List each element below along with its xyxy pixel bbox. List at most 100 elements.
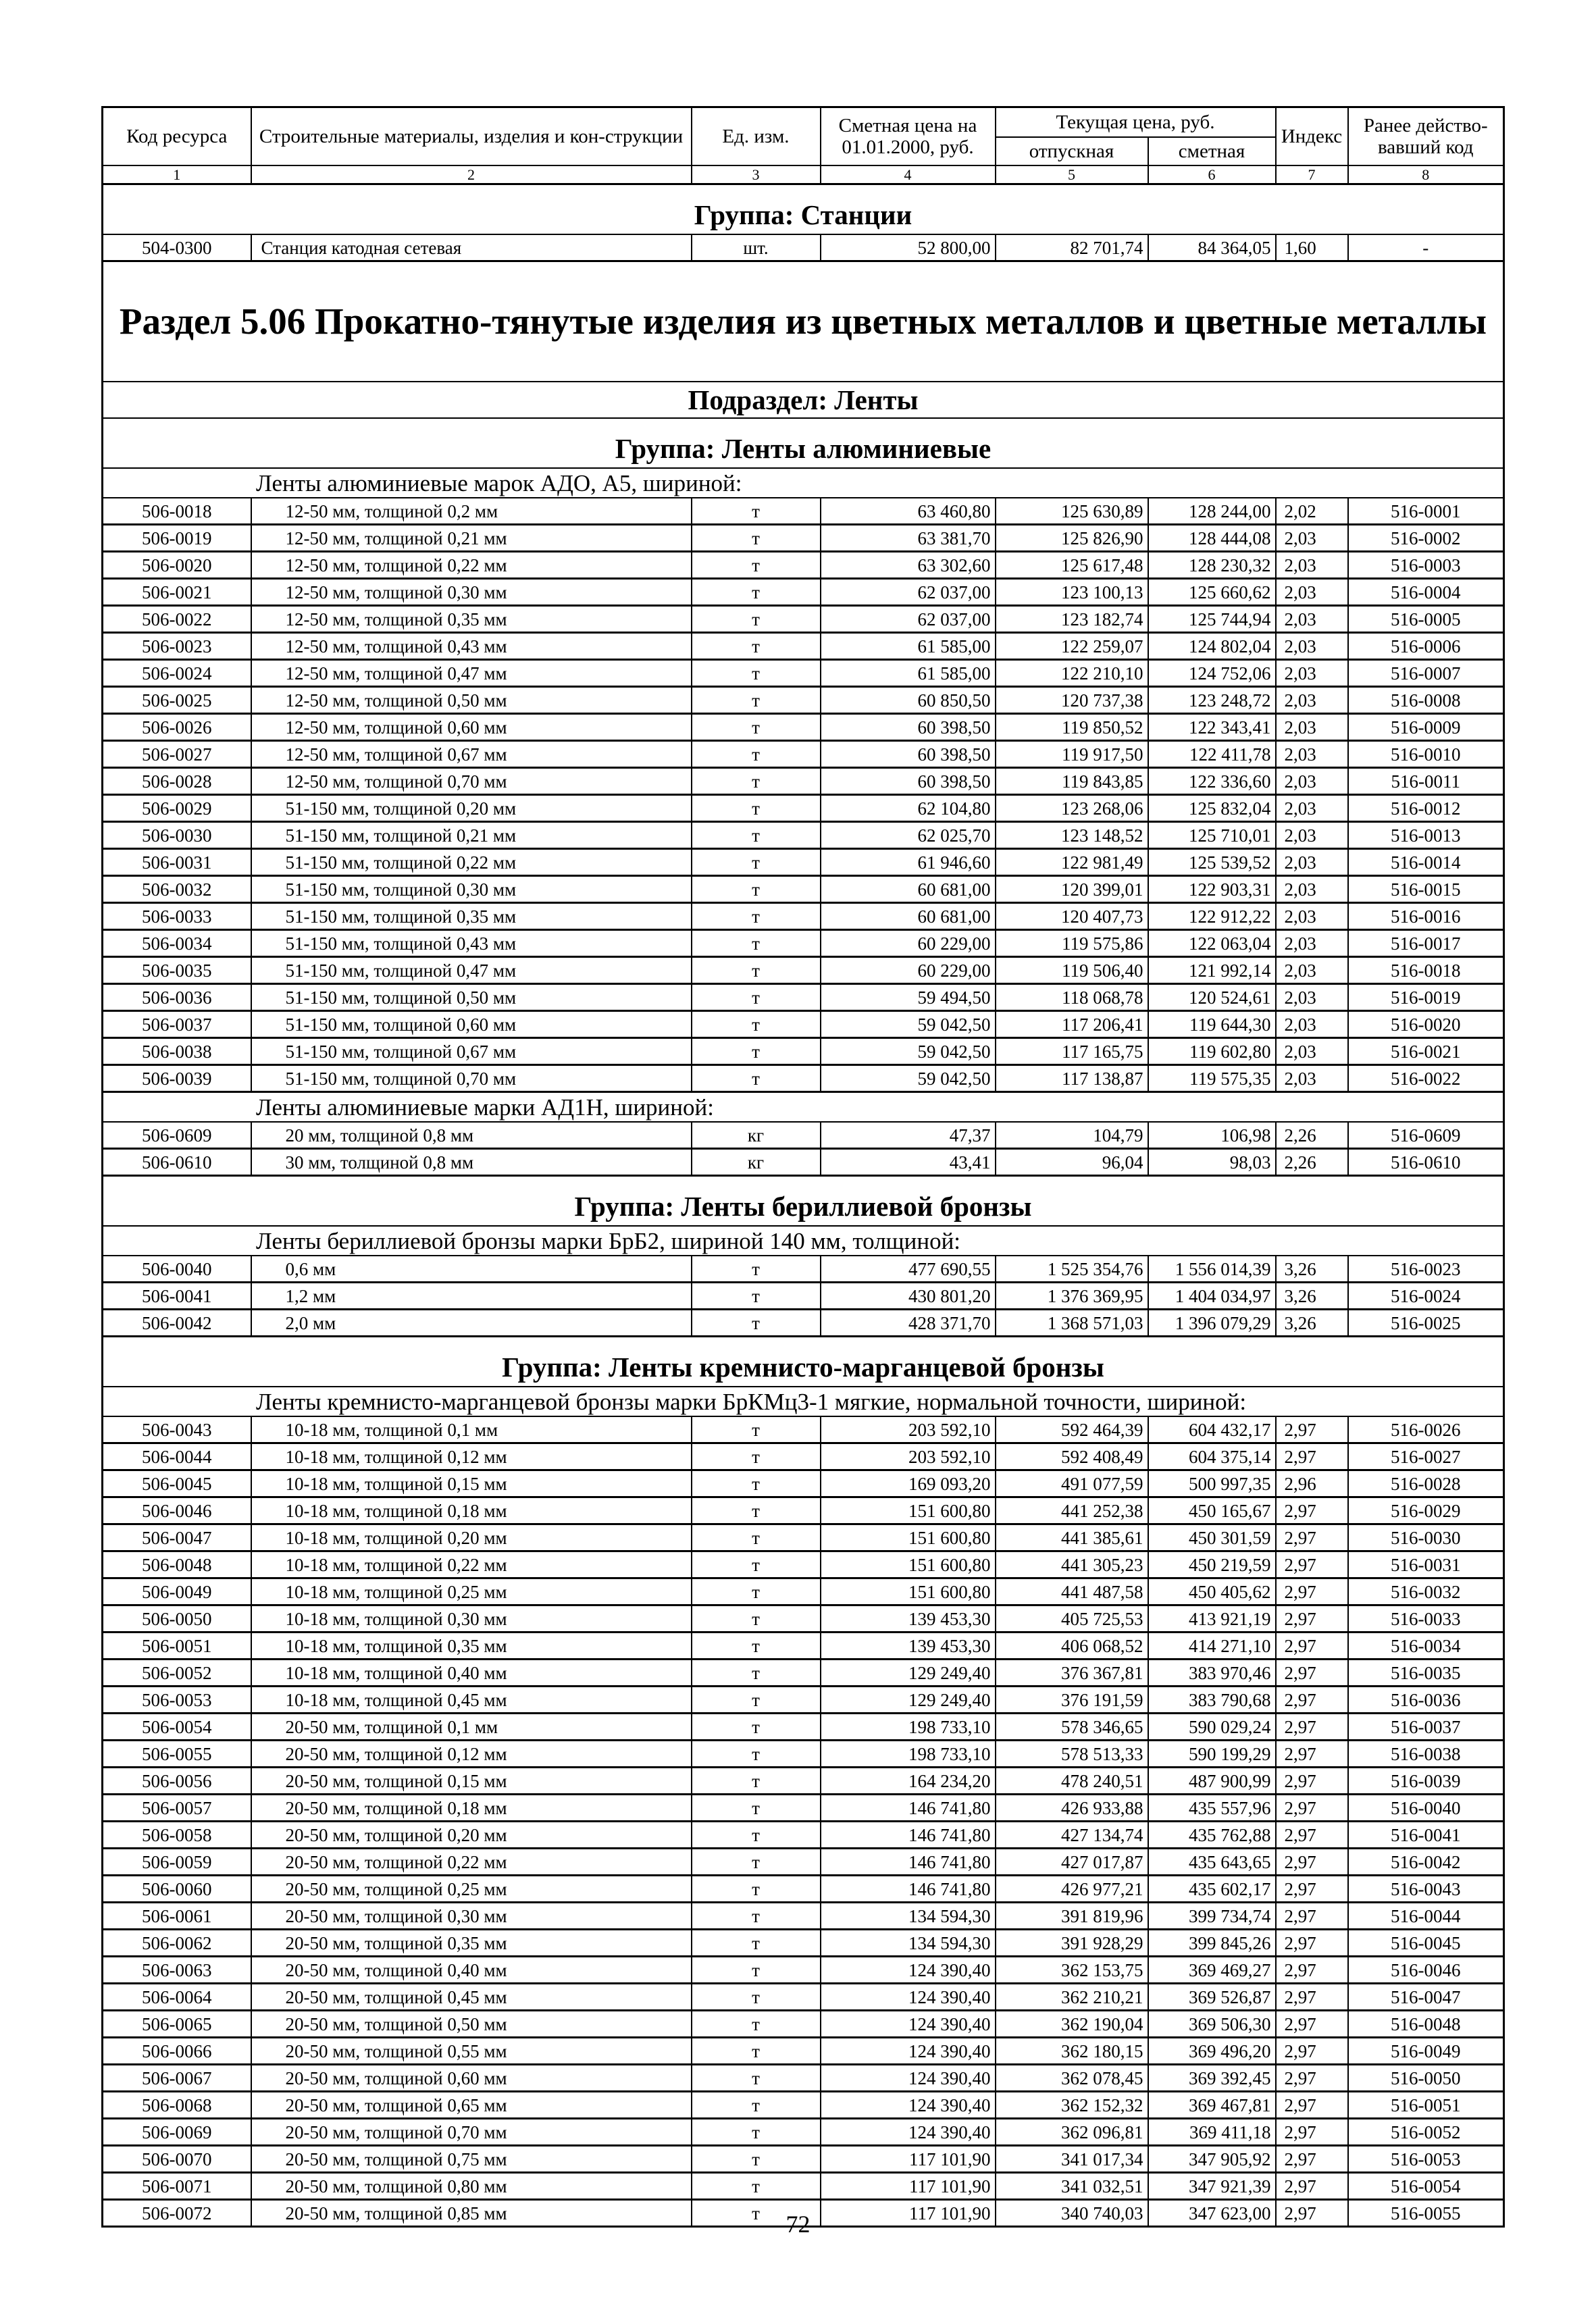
subheading: Ленты алюминиевые марок АДО, А5, шириной… bbox=[101, 467, 1505, 498]
index: 2,03 bbox=[1275, 550, 1349, 580]
index: 2,97 bbox=[1275, 1416, 1349, 1444]
base-price: 134 594,30 bbox=[819, 1901, 996, 1930]
material-name: 10-18 мм, толщиной 0,12 мм bbox=[250, 1442, 692, 1471]
release-price: 592 464,39 bbox=[994, 1416, 1149, 1444]
base-price: 139 453,30 bbox=[819, 1604, 996, 1633]
material-name: 12-50 мм, толщиной 0,21 мм bbox=[250, 523, 692, 552]
material-name: 20-50 мм, толщиной 0,80 мм bbox=[250, 2171, 692, 2201]
index: 2,03 bbox=[1275, 713, 1349, 742]
estimate-price: 119 575,35 bbox=[1147, 1064, 1277, 1093]
old-code: 516-0022 bbox=[1347, 1064, 1505, 1093]
resource-code: 506-0609 bbox=[101, 1121, 252, 1150]
release-price: 376 367,81 bbox=[994, 1658, 1149, 1687]
index: 2,03 bbox=[1275, 956, 1349, 985]
base-price: 61 585,00 bbox=[819, 659, 996, 688]
header-estimate-price: сметная bbox=[1147, 136, 1277, 166]
estimate-price: 122 411,78 bbox=[1147, 740, 1277, 769]
unit: кг bbox=[690, 1121, 821, 1150]
material-name: 1,2 мм bbox=[250, 1281, 692, 1310]
table-row: 506-0034 51-150 мм, толщиной 0,43 мм т 60 2… bbox=[101, 929, 1505, 958]
unit: т bbox=[690, 1685, 821, 1714]
unit: т bbox=[690, 1982, 821, 2011]
material-name: 20-50 мм, толщиной 0,18 мм bbox=[250, 1793, 692, 1822]
unit: т bbox=[690, 1604, 821, 1633]
price-table: Код ресурса Строительные материалы, изде… bbox=[101, 106, 1505, 2228]
base-price: 139 453,30 bbox=[819, 1631, 996, 1660]
subsection-title-row: Подраздел: Ленты bbox=[101, 381, 1505, 419]
base-price: 63 302,60 bbox=[819, 550, 996, 580]
old-code: 516-0045 bbox=[1347, 1928, 1505, 1957]
old-code: 516-0609 bbox=[1347, 1121, 1505, 1150]
column-number: 4 bbox=[819, 165, 996, 185]
resource-code: 506-0052 bbox=[101, 1658, 252, 1687]
resource-code: 506-0045 bbox=[101, 1469, 252, 1498]
base-price: 124 390,40 bbox=[819, 1955, 996, 1984]
old-code: 516-0052 bbox=[1347, 2117, 1505, 2146]
table-row: 506-0064 20-50 мм, толщиной 0,45 мм т 124 3… bbox=[101, 1982, 1505, 2011]
old-code: 516-0030 bbox=[1347, 1523, 1505, 1552]
index: 2,97 bbox=[1275, 1496, 1349, 1525]
section-title: Раздел 5.06 Прокатно-тянутые изделия из … bbox=[101, 260, 1505, 382]
index: 2,97 bbox=[1275, 2171, 1349, 2201]
unit: т bbox=[690, 550, 821, 580]
resource-code: 506-0044 bbox=[101, 1442, 252, 1471]
base-price: 203 592,10 bbox=[819, 1442, 996, 1471]
table-row: 506-0060 20-50 мм, толщиной 0,25 мм т 146 7… bbox=[101, 1874, 1505, 1903]
release-price: 478 240,51 bbox=[994, 1766, 1149, 1795]
base-price: 146 741,80 bbox=[819, 1847, 996, 1876]
material-name: 12-50 мм, толщиной 0,67 мм bbox=[250, 740, 692, 769]
estimate-price: 128 444,08 bbox=[1147, 523, 1277, 552]
header-name: Строительные материалы, изделия и кон-ст… bbox=[250, 106, 692, 166]
estimate-price: 369 467,81 bbox=[1147, 2090, 1277, 2119]
old-code: 516-0029 bbox=[1347, 1496, 1505, 1525]
release-price: 362 153,75 bbox=[994, 1955, 1149, 1984]
material-name: 51-150 мм, толщиной 0,35 мм bbox=[250, 902, 692, 931]
resource-code: 506-0021 bbox=[101, 577, 252, 607]
old-code: 516-0011 bbox=[1347, 767, 1505, 796]
index: 2,97 bbox=[1275, 2144, 1349, 2174]
old-code: 516-0044 bbox=[1347, 1901, 1505, 1930]
group-title: Группа: Ленты бериллиевой бронзы bbox=[101, 1175, 1505, 1227]
subsection-title: Подраздел: Ленты bbox=[101, 381, 1505, 419]
release-price: 122 259,07 bbox=[994, 632, 1149, 661]
resource-code: 506-0062 bbox=[101, 1928, 252, 1957]
unit: т bbox=[690, 902, 821, 931]
table-row: 506-0063 20-50 мм, толщиной 0,40 мм т 124 3… bbox=[101, 1955, 1505, 1984]
resource-code: 506-0063 bbox=[101, 1955, 252, 1984]
estimate-price: 399 734,74 bbox=[1147, 1901, 1277, 1930]
index: 2,02 bbox=[1275, 497, 1349, 525]
index: 2,97 bbox=[1275, 1847, 1349, 1876]
release-price: 341 032,51 bbox=[994, 2171, 1149, 2201]
index: 2,97 bbox=[1275, 1739, 1349, 1768]
unit: т bbox=[690, 1631, 821, 1660]
table-row: 506-0066 20-50 мм, толщиной 0,55 мм т 124 3… bbox=[101, 2036, 1505, 2065]
old-code: 516-0026 bbox=[1347, 1416, 1505, 1444]
resource-code: 506-0071 bbox=[101, 2171, 252, 2201]
base-price: 59 042,50 bbox=[819, 1010, 996, 1039]
base-price: 59 494,50 bbox=[819, 983, 996, 1012]
base-price: 477 690,55 bbox=[819, 1255, 996, 1283]
unit: т bbox=[690, 1739, 821, 1768]
index: 2,03 bbox=[1275, 1037, 1349, 1066]
table-row: 506-0055 20-50 мм, толщиной 0,12 мм т 198 7… bbox=[101, 1739, 1505, 1768]
resource-code: 506-0023 bbox=[101, 632, 252, 661]
material-name: 20-50 мм, толщиной 0,22 мм bbox=[250, 1847, 692, 1876]
material-name: 51-150 мм, толщиной 0,60 мм bbox=[250, 1010, 692, 1039]
estimate-price: 590 029,24 bbox=[1147, 1712, 1277, 1741]
material-name: 20-50 мм, толщиной 0,12 мм bbox=[250, 1739, 692, 1768]
table-row: 506-0019 12-50 мм, толщиной 0,21 мм т 63 38… bbox=[101, 523, 1505, 552]
material-name: 51-150 мм, толщиной 0,50 мм bbox=[250, 983, 692, 1012]
release-price: 120 737,38 bbox=[994, 686, 1149, 715]
index: 2,97 bbox=[1275, 1766, 1349, 1795]
table-row: 506-0065 20-50 мм, толщиной 0,50 мм т 124 3… bbox=[101, 2009, 1505, 2038]
resource-code: 506-0028 bbox=[101, 767, 252, 796]
material-name: 2,0 мм bbox=[250, 1308, 692, 1337]
estimate-price: 604 432,17 bbox=[1147, 1416, 1277, 1444]
resource-code: 506-0053 bbox=[101, 1685, 252, 1714]
old-code: 516-0005 bbox=[1347, 605, 1505, 634]
index: 2,97 bbox=[1275, 1820, 1349, 1849]
unit: т bbox=[690, 2009, 821, 2038]
unit: т bbox=[690, 1901, 821, 1930]
base-price: 151 600,80 bbox=[819, 1523, 996, 1552]
resource-code: 506-0056 bbox=[101, 1766, 252, 1795]
